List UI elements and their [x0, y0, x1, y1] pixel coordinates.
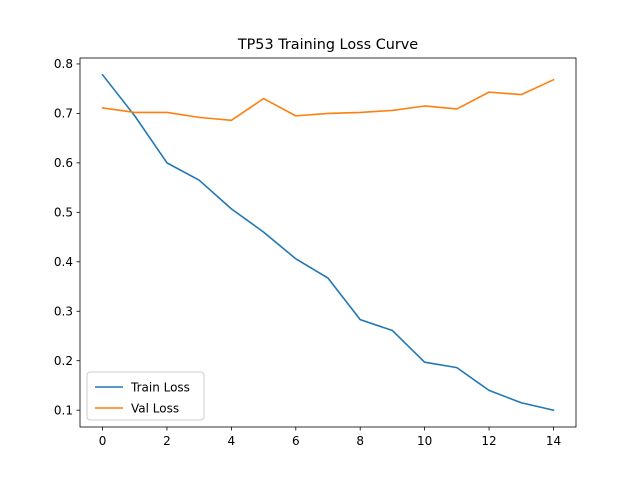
y-tick-label: 0.3: [54, 305, 73, 319]
y-tick-label: 0.4: [54, 255, 73, 269]
plot-frame: [79, 57, 577, 428]
y-axis: 0.1 0.2 0.3 0.4 0.5 0.6 0.7 0.8: [54, 57, 80, 417]
x-axis: 0 2 4 6 8 10 12 14: [99, 427, 561, 448]
legend-label-val-loss: Val Loss: [131, 401, 179, 415]
chart-title: TP53 Training Loss Curve: [237, 37, 418, 53]
x-tick-label: 12: [481, 434, 496, 448]
y-tick-label: 0.8: [54, 57, 73, 71]
x-tick-label: 14: [546, 434, 561, 448]
x-tick-label: 10: [417, 434, 432, 448]
x-tick-label: 8: [356, 434, 364, 448]
x-tick-label: 4: [228, 434, 236, 448]
legend-label-train-loss: Train Loss: [130, 380, 190, 394]
y-tick-label: 0.7: [54, 107, 73, 121]
x-tick-label: 0: [99, 434, 107, 448]
series-layer: [101, 73, 555, 412]
y-tick-label: 0.5: [54, 206, 73, 220]
x-tick-label: 2: [163, 434, 171, 448]
x-tick-label: 6: [292, 434, 300, 448]
series-line-val-loss: [101, 78, 555, 122]
legend: Train Loss Val Loss: [86, 371, 205, 421]
y-tick-label: 0.2: [54, 354, 73, 368]
y-tick-label: 0.6: [54, 156, 73, 170]
y-tick-label: 0.1: [54, 403, 73, 417]
series-line-train-loss: [101, 73, 555, 412]
